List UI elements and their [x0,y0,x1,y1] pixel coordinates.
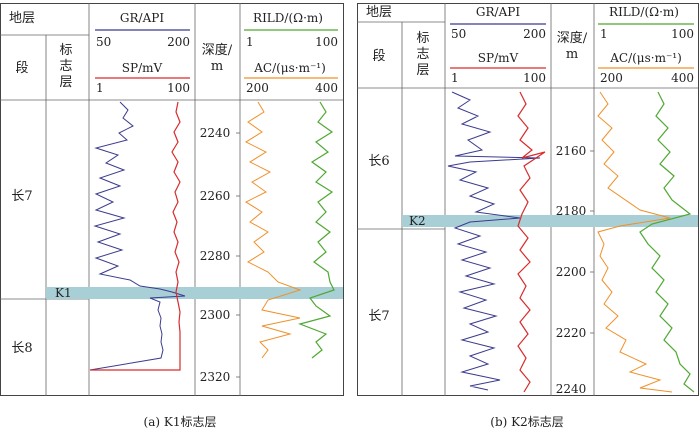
depth-tick: 2240 [200,126,231,140]
ac-min: 200 [600,71,623,85]
depth-tick: 2200 [556,265,587,279]
rild-min: 1 [600,27,608,41]
ac-curve [597,91,673,393]
rild-title: RILD/(Ω·m) [609,5,679,19]
sp-title: SP/mV [122,61,163,75]
depth-axis: 2240 2260 2280 2300 2320 [200,126,240,384]
ac-max: 400 [315,81,338,95]
rild-min: 1 [246,35,254,49]
ac-max: 400 [671,71,694,85]
depth-header: 深度/m [202,42,233,74]
section-label: 长7 [11,189,32,204]
gr-min: 50 [451,27,466,41]
k1-band [46,287,343,299]
gr-title: GR/API [476,5,520,19]
sp-min: 1 [451,71,459,85]
depth-tick: 2180 [556,204,587,218]
section-label: 长6 [368,154,389,169]
k2-band [402,215,698,227]
ac-title: AC/(μs·m⁻¹) [609,51,682,65]
depth-tick: 2220 [556,326,587,340]
rild-max: 100 [671,27,694,41]
sp-max: 100 [167,81,190,95]
depth-tick: 2240 [556,382,587,396]
rild-max: 100 [315,35,338,49]
depth-tick: 2160 [556,144,587,158]
sp-curve [517,91,546,393]
panel-caption: (a) K1标志层 [144,415,217,429]
panel-b: 地层 段 标志层 GR/API 50 200 SP/mV 1 100 深度/m … [357,3,699,429]
rild-title: RILD/(Ω·m) [253,11,323,25]
ac-title: AC/(μs·m⁻¹) [253,61,326,75]
depth-header: 深度/m [557,30,588,62]
marker-header: 标志层 [59,43,72,90]
gr-min: 50 [96,35,111,49]
sp-title: SP/mV [478,51,519,65]
rild-curve [298,101,335,359]
ac-curve [244,101,302,359]
section-header: 段 [15,61,28,76]
depth-axis: 2160 2180 2200 2220 2240 [556,144,594,396]
gr-title: GR/API [120,11,164,25]
depth-tick: 2320 [200,370,231,384]
gr-max: 200 [167,35,190,49]
marker-label: K1 [55,286,72,300]
section-label: 长7 [368,309,389,324]
sp-min: 1 [96,81,104,95]
panel-caption: (b) K2标志层 [490,415,563,429]
strata-header: 地层 [366,5,392,20]
marker-label: K2 [409,214,426,228]
sp-max: 100 [523,71,546,85]
section-header: 段 [372,49,385,64]
section-label: 长8 [11,341,32,356]
marker-header: 标志层 [416,31,429,78]
gr-max: 200 [523,27,546,41]
rild-curve [639,91,695,393]
depth-tick: 2280 [200,249,231,263]
sp-curve [90,101,181,371]
depth-tick: 2300 [200,308,231,322]
panel-a: 地层 段 标志层 GR/API 50 200 SP/mV 1 100 深度/m … [0,3,344,429]
depth-tick: 2260 [200,189,231,203]
strata-header: 地层 [9,11,35,26]
gr-curve [447,91,541,391]
ac-min: 200 [246,81,269,95]
gr-curve [89,101,186,371]
